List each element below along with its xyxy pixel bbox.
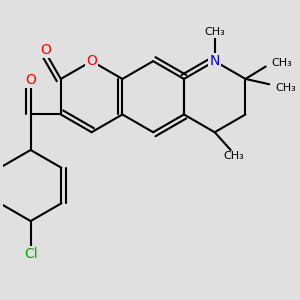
Text: CH₃: CH₃ [224,152,244,161]
Text: O: O [40,43,51,57]
Text: N: N [209,54,220,68]
Text: CH₃: CH₃ [272,58,292,68]
Text: O: O [86,54,97,68]
Text: CH₃: CH₃ [204,27,225,37]
Text: Cl: Cl [24,247,38,261]
Text: O: O [25,73,36,87]
Text: CH₃: CH₃ [275,83,296,93]
